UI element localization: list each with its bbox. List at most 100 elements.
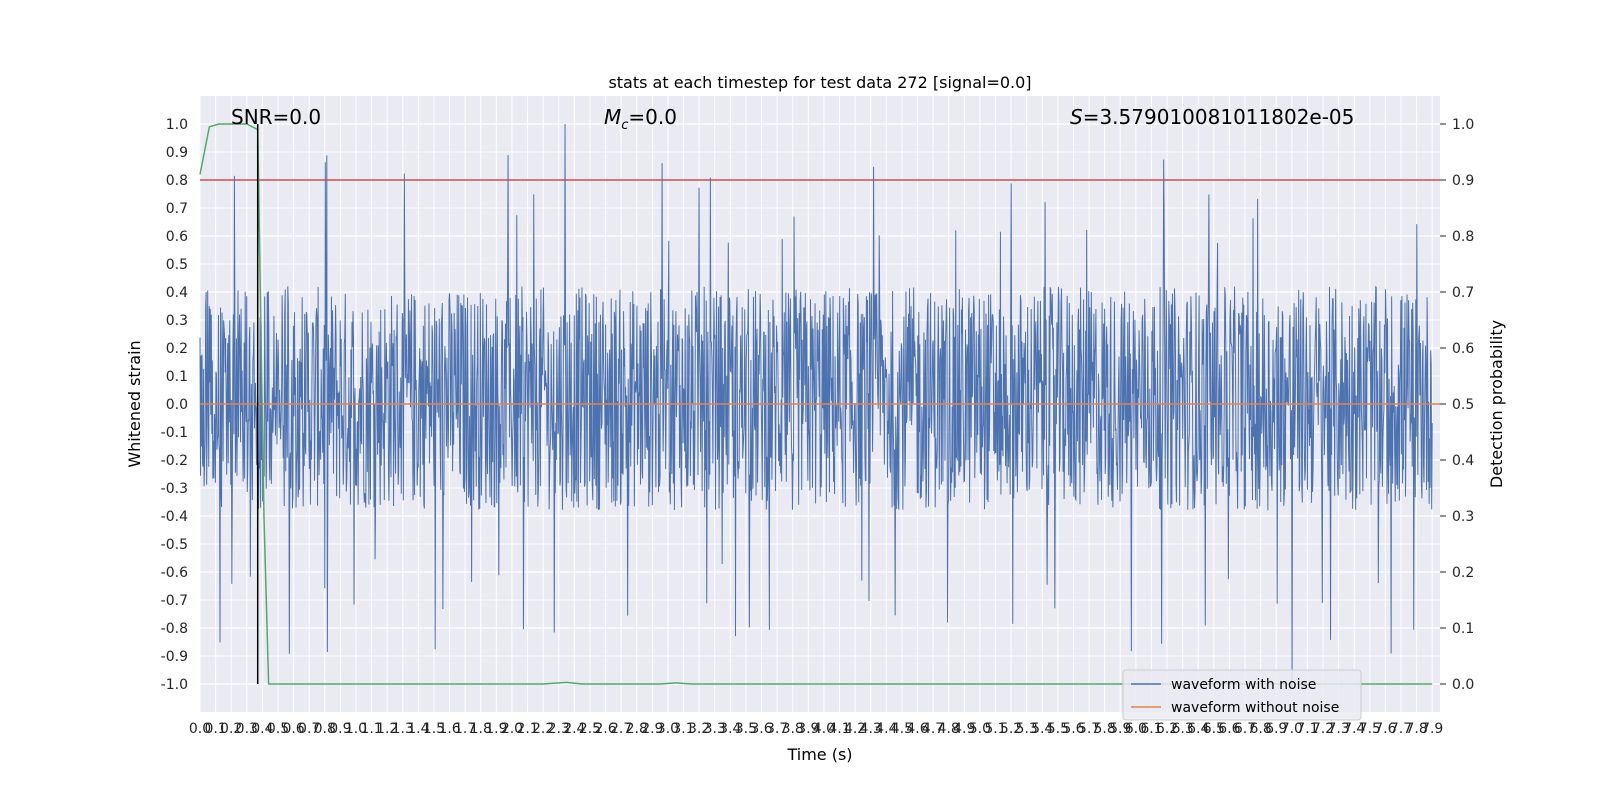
x-tick-label: 2.2	[532, 721, 554, 737]
x-tick-label: 5.9	[1109, 721, 1131, 737]
x-tick-label: 0.4	[251, 721, 273, 737]
y2-tick-label: 0.8	[1452, 229, 1474, 245]
x-tick-label: 3.3	[704, 721, 726, 737]
ticks: 0.00.10.20.30.40.50.60.70.80.91.01.11.21…	[161, 117, 1475, 737]
x-tick-label: 5.4	[1031, 721, 1053, 737]
y-tick-label: 0.0	[166, 397, 188, 413]
x-tick-label: 6.8	[1249, 721, 1271, 737]
mc-subscript: c	[621, 118, 628, 133]
x-tick-label: 3.5	[735, 721, 757, 737]
y2-axis-label: Detection probability	[1487, 320, 1506, 488]
x-tick-label: 1.9	[485, 721, 507, 737]
x-tick-label: 5.0	[969, 721, 991, 737]
x-tick-label: 7.1	[1296, 721, 1318, 737]
x-tick-label: 3.7	[766, 721, 788, 737]
s-annotation: S=3.579010081011802e-05	[1070, 105, 1354, 129]
overlay-lines	[199, 123, 1440, 685]
y2-tick-label: 0.0	[1452, 677, 1474, 693]
x-tick-label: 2.5	[579, 721, 601, 737]
x-tick-label: 0.5	[267, 721, 289, 737]
x-tick-label: 6.4	[1187, 721, 1209, 737]
y-tick-label: 0.9	[166, 145, 188, 161]
x-tick-label: 0.1	[204, 721, 226, 737]
x-tick-label: 6.0	[1125, 721, 1147, 737]
mc-value: =0.0	[628, 105, 677, 129]
x-tick-label: 3.0	[657, 721, 679, 737]
x-tick-label: 4.0	[813, 721, 835, 737]
x-tick-label: 4.4	[875, 721, 897, 737]
x-tick-label: 5.7	[1078, 721, 1100, 737]
x-tick-label: 3.4	[719, 721, 741, 737]
mc-annotation: Mc=0.0	[604, 105, 677, 133]
y-tick-label: 0.8	[166, 173, 188, 189]
x-tick-label: 0.2	[220, 721, 242, 737]
x-tick-label: 6.7	[1234, 721, 1256, 737]
x-tick-label: 4.5	[891, 721, 913, 737]
x-tick-label: 3.1	[672, 721, 694, 737]
detection-probability-line	[199, 123, 1433, 685]
y-tick-label: 0.6	[166, 229, 188, 245]
y-tick-label: 0.3	[166, 313, 188, 329]
x-tick-label: 3.9	[797, 721, 819, 737]
x-tick-label: 0.8	[314, 721, 336, 737]
x-tick-label: 5.8	[1094, 721, 1116, 737]
legend: waveform with noise waveform without noi…	[1122, 669, 1362, 721]
series-waveform-with-noise	[199, 123, 1433, 690]
y-tick-label: 0.4	[166, 285, 188, 301]
x-tick-label: 2.1	[516, 721, 538, 737]
x-tick-label: 7.8	[1405, 721, 1427, 737]
x-tick-label: 1.5	[423, 721, 445, 737]
x-tick-label: 1.1	[360, 721, 382, 737]
y2-tick-label: 0.6	[1452, 341, 1474, 357]
x-tick-label: 7.2	[1312, 721, 1334, 737]
y2-tick-label: 1.0	[1452, 117, 1474, 133]
y-tick-label: 1.0	[166, 117, 188, 133]
waveform-with-noise-line	[199, 123, 1433, 690]
y-tick-label: 0.2	[166, 341, 188, 357]
x-tick-label: 3.6	[750, 721, 772, 737]
x-tick-label: 4.9	[953, 721, 975, 737]
legend-label-with-noise: waveform with noise	[1171, 677, 1316, 693]
x-tick-label: 5.6	[1062, 721, 1084, 737]
x-tick-label: 7.4	[1343, 721, 1365, 737]
x-tick-label: 0.3	[236, 721, 258, 737]
x-tick-label: 1.3	[392, 721, 414, 737]
x-tick-label: 7.0	[1281, 721, 1303, 737]
x-tick-label: 6.3	[1172, 721, 1194, 737]
y-tick-label: 0.5	[166, 257, 188, 273]
x-tick-label: 1.6	[438, 721, 460, 737]
x-tick-label: 7.6	[1374, 721, 1396, 737]
y2-tick-label: 0.4	[1452, 453, 1474, 469]
x-tick-label: 2.7	[610, 721, 632, 737]
x-tick-label: 7.5	[1359, 721, 1381, 737]
y-tick-label: 0.7	[166, 201, 188, 217]
legend-label-without-noise: waveform without noise	[1171, 700, 1339, 716]
y-tick-label: -0.4	[161, 509, 188, 525]
x-tick-label: 4.3	[860, 721, 882, 737]
x-tick-label: 5.1	[984, 721, 1006, 737]
y-tick-label: -0.6	[161, 565, 188, 581]
y-tick-label: -0.1	[161, 425, 188, 441]
x-tick-label: 1.0	[345, 721, 367, 737]
x-tick-label: 6.1	[1140, 721, 1162, 737]
x-tick-label: 2.6	[594, 721, 616, 737]
y2-tick-label: 0.3	[1452, 509, 1474, 525]
y-axis-label: Whitened strain	[125, 340, 144, 467]
y-tick-label: -1.0	[161, 677, 188, 693]
x-tick-label: 7.9	[1421, 721, 1443, 737]
x-tick-label: 5.5	[1047, 721, 1069, 737]
y-tick-label: -0.8	[161, 621, 188, 637]
x-tick-label: 6.6	[1218, 721, 1240, 737]
y2-tick-label: 0.2	[1452, 565, 1474, 581]
y-tick-label: 0.1	[166, 369, 188, 385]
y-tick-label: -0.5	[161, 537, 188, 553]
x-tick-label: 3.2	[688, 721, 710, 737]
y2-tick-label: 0.7	[1452, 285, 1474, 301]
s-symbol: S	[1070, 105, 1083, 129]
x-tick-label: 6.2	[1156, 721, 1178, 737]
y-tick-label: -0.3	[161, 481, 188, 497]
x-tick-label: 1.7	[454, 721, 476, 737]
y2-tick-label: 0.5	[1452, 397, 1474, 413]
x-tick-label: 7.3	[1327, 721, 1349, 737]
